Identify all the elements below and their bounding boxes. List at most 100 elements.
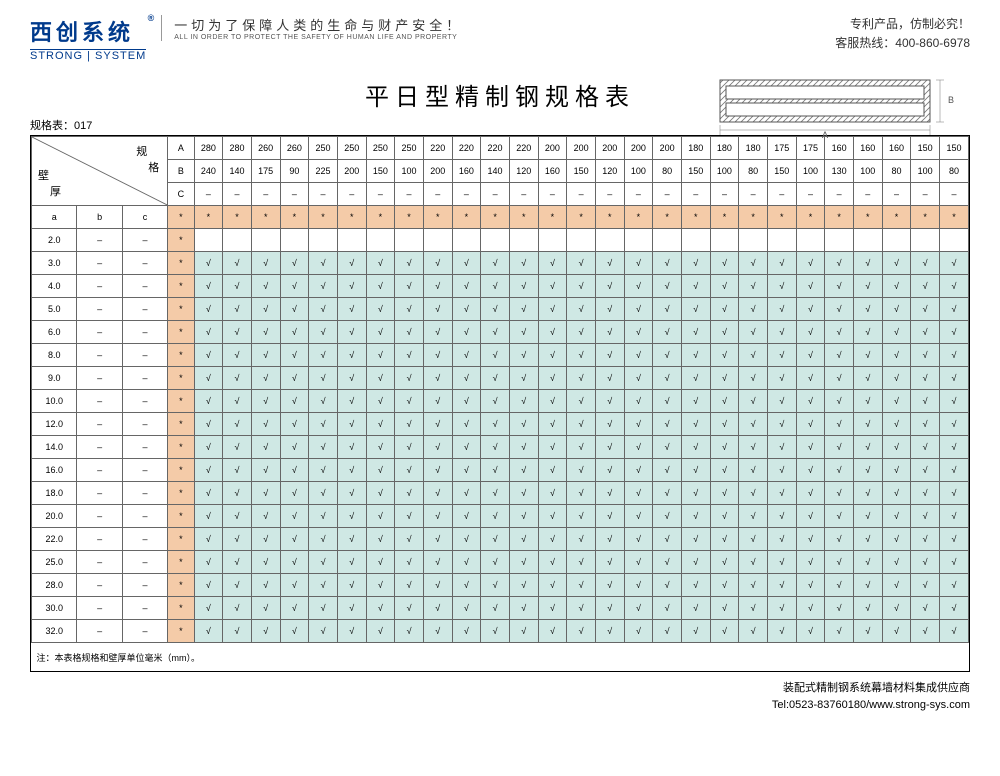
star-cell: *	[168, 551, 194, 574]
check-cell: √	[939, 344, 968, 367]
check-cell: √	[538, 528, 567, 551]
check-cell: √	[567, 597, 596, 620]
check-cell: √	[681, 436, 710, 459]
c-val: –	[337, 183, 366, 206]
check-cell: √	[509, 367, 538, 390]
check-cell: √	[739, 344, 768, 367]
check-cell: √	[853, 275, 882, 298]
check-cell: √	[767, 482, 796, 505]
check-cell: √	[739, 482, 768, 505]
hotline: 客服热线：400-860-6978	[835, 34, 970, 53]
row-star: a b c ****************************	[32, 206, 969, 229]
check-cell: √	[223, 344, 252, 367]
star-cell: *	[168, 436, 194, 459]
table-row: 32.0––*√√√√√√√√√√√√√√√√√√√√√√√√√√√	[32, 620, 969, 643]
check-cell	[280, 229, 309, 252]
check-cell: √	[767, 528, 796, 551]
check-cell: √	[939, 505, 968, 528]
check-cell: √	[767, 298, 796, 321]
b-val: 120	[509, 160, 538, 183]
check-cell: √	[309, 390, 338, 413]
check-cell: √	[681, 298, 710, 321]
check-cell: √	[452, 620, 481, 643]
check-cell: √	[825, 574, 854, 597]
check-cell: √	[538, 321, 567, 344]
check-cell: √	[423, 482, 452, 505]
check-cell: √	[653, 551, 682, 574]
check-cell: √	[280, 505, 309, 528]
dash-cell: –	[77, 390, 122, 413]
check-cell: √	[624, 413, 653, 436]
c-val: –	[395, 183, 424, 206]
check-cell: √	[509, 344, 538, 367]
b-val: 140	[223, 160, 252, 183]
check-cell: √	[194, 321, 223, 344]
check-cell: √	[567, 436, 596, 459]
check-cell: √	[538, 620, 567, 643]
check-cell: √	[337, 367, 366, 390]
check-cell: √	[911, 436, 940, 459]
dash-cell: –	[122, 367, 167, 390]
check-cell: √	[653, 367, 682, 390]
c-val: –	[796, 183, 825, 206]
check-cell: √	[882, 275, 911, 298]
check-cell: √	[223, 321, 252, 344]
check-cell: √	[911, 551, 940, 574]
check-cell: √	[939, 551, 968, 574]
check-cell: √	[280, 528, 309, 551]
check-cell: √	[939, 528, 968, 551]
check-cell: √	[366, 551, 395, 574]
check-cell: √	[710, 459, 739, 482]
check-cell: √	[194, 275, 223, 298]
dash-cell: –	[122, 505, 167, 528]
star-cell: *	[939, 206, 968, 229]
check-cell	[481, 229, 510, 252]
check-cell: √	[481, 367, 510, 390]
check-cell: √	[710, 597, 739, 620]
dash-cell: –	[122, 344, 167, 367]
c-val: –	[911, 183, 940, 206]
check-cell: √	[309, 482, 338, 505]
check-cell: √	[796, 620, 825, 643]
check-cell: √	[882, 482, 911, 505]
table-row: 9.0––*√√√√√√√√√√√√√√√√√√√√√√√√√√√	[32, 367, 969, 390]
check-cell: √	[452, 413, 481, 436]
check-cell: √	[366, 505, 395, 528]
check-cell: √	[710, 620, 739, 643]
check-cell: √	[710, 574, 739, 597]
check-cell: √	[911, 367, 940, 390]
check-cell: √	[366, 321, 395, 344]
table-note: 注：本表格规格和壁厚单位毫米（mm）。	[32, 643, 969, 672]
check-cell: √	[337, 436, 366, 459]
check-cell: √	[911, 459, 940, 482]
check-cell: √	[366, 597, 395, 620]
check-cell: √	[911, 298, 940, 321]
check-cell: √	[452, 298, 481, 321]
check-cell: √	[567, 367, 596, 390]
dash-cell: –	[122, 620, 167, 643]
check-cell: √	[853, 344, 882, 367]
dash-cell: –	[122, 482, 167, 505]
thickness-val: 25.0	[32, 551, 77, 574]
check-cell: √	[395, 321, 424, 344]
check-cell: √	[395, 413, 424, 436]
table-row: 22.0––*√√√√√√√√√√√√√√√√√√√√√√√√√√√	[32, 528, 969, 551]
check-cell: √	[853, 505, 882, 528]
check-cell: √	[366, 367, 395, 390]
star-cell: *	[168, 574, 194, 597]
thickness-val: 30.0	[32, 597, 77, 620]
star-cell: *	[653, 206, 682, 229]
star-cell: *	[567, 206, 596, 229]
check-cell: √	[595, 574, 624, 597]
check-cell: √	[452, 528, 481, 551]
check-cell: √	[882, 574, 911, 597]
check-cell: √	[194, 367, 223, 390]
dash-cell: –	[122, 574, 167, 597]
star-cell: *	[710, 206, 739, 229]
check-cell: √	[395, 528, 424, 551]
table-row: 8.0––*√√√√√√√√√√√√√√√√√√√√√√√√√√√	[32, 344, 969, 367]
check-cell: √	[796, 505, 825, 528]
check-cell: √	[882, 436, 911, 459]
slogan-block: 一切为了保障人类的生命与财产安全！ ALL IN ORDER TO PROTEC…	[161, 15, 463, 41]
check-cell: √	[280, 344, 309, 367]
